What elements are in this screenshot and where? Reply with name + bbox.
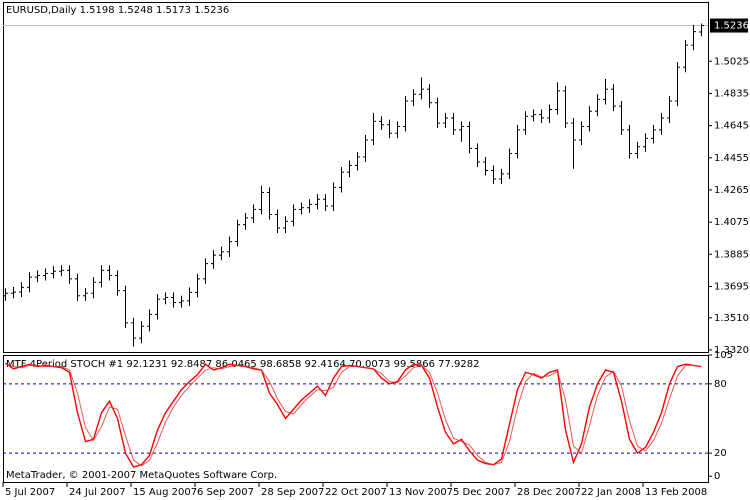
y-tick-label: 1.3695 bbox=[714, 281, 749, 292]
last-price-box bbox=[710, 18, 748, 33]
x-tick-label: 28 Dec 2007 bbox=[517, 487, 581, 498]
y-tick-label: 1.4075 bbox=[714, 217, 749, 228]
x-tick-label: 6 Sep 2007 bbox=[197, 487, 254, 498]
indicator-value: 92.8487 bbox=[171, 359, 212, 370]
y-tick-label: 1.3320 bbox=[714, 345, 749, 356]
indicator-value: 92.4164 bbox=[305, 359, 346, 370]
price-header: EURUSD,Daily 1.5198 1.5248 1.5173 1.5236 bbox=[6, 5, 229, 16]
x-tick-label: 28 Sep 2007 bbox=[261, 487, 324, 498]
y-tick-label: 1.4265 bbox=[714, 185, 749, 196]
x-tick-label: 13 Nov 2007 bbox=[389, 487, 453, 498]
y-tick-label: 1.3510 bbox=[714, 313, 749, 324]
x-tick-label: 22 Oct 2007 bbox=[325, 487, 387, 498]
indicator-panel bbox=[3, 355, 709, 483]
y-tick-label: 80 bbox=[714, 379, 727, 390]
x-tick-label: 5 Jul 2007 bbox=[5, 487, 55, 498]
x-tick-label: 24 Jul 2007 bbox=[69, 487, 126, 498]
y-tick-label: 1.3885 bbox=[714, 249, 749, 260]
indicator-value: 92.1231 bbox=[126, 359, 167, 370]
x-tick-label: 5 Dec 2007 bbox=[453, 487, 511, 498]
indicator-value: 70.0073 bbox=[349, 359, 390, 370]
indicator-line bbox=[5, 363, 702, 467]
footer: MetaTrader, © 2001-2007 MetaQuotes Softw… bbox=[6, 470, 277, 481]
y-tick-label: 1.4645 bbox=[714, 121, 749, 132]
symbol-title: EURUSD,Daily bbox=[6, 5, 77, 16]
x-tick-label: 15 Aug 2007 bbox=[133, 487, 197, 498]
last-open: 1.5198 bbox=[80, 5, 115, 16]
y-tick-label: 1.4455 bbox=[714, 153, 749, 164]
last-price-label: 1.5236 bbox=[714, 21, 749, 32]
y-tick-label: 1.4835 bbox=[714, 88, 749, 99]
y-tick-label: 105 bbox=[714, 350, 733, 361]
x-tick-label: 22 Jan 2008 bbox=[581, 487, 641, 498]
indicator-title: MTF 4Period STOCH #1 bbox=[6, 359, 123, 370]
x-tick-label: 13 Feb 2008 bbox=[645, 487, 707, 498]
indicator-value: 98.6858 bbox=[260, 359, 301, 370]
y-tick-label: 1.5025 bbox=[714, 56, 749, 67]
last-low: 1.5173 bbox=[156, 5, 191, 16]
last-close: 1.5236 bbox=[194, 5, 229, 16]
y-tick-label: 20 bbox=[714, 448, 727, 459]
last-high: 1.5248 bbox=[118, 5, 153, 16]
indicator-line bbox=[5, 362, 702, 468]
price-panel bbox=[3, 2, 709, 353]
indicator-value: 77.9282 bbox=[438, 359, 479, 370]
y-tick-label: 0 bbox=[714, 471, 720, 482]
